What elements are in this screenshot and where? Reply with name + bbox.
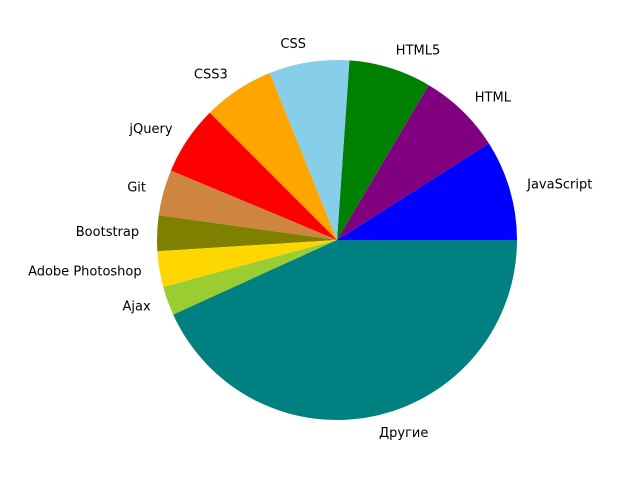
pie-label-0: JavaScript xyxy=(526,177,592,192)
pie-slice-8 xyxy=(157,240,337,287)
pie-slice-0 xyxy=(337,143,517,240)
pie-slice-5 xyxy=(170,112,337,240)
pie-slices xyxy=(157,60,517,421)
pie-label-2: HTML5 xyxy=(396,43,440,58)
pie-label-3: CSS xyxy=(280,37,306,52)
pie-label-6: Git xyxy=(127,180,146,195)
pie-slice-6 xyxy=(158,170,337,240)
pie-slice-3 xyxy=(269,60,350,240)
pie-label-8: Adobe Photoshop xyxy=(28,265,142,280)
pie-slice-9 xyxy=(163,240,337,315)
pie-label-5: jQuery xyxy=(128,122,172,137)
pie-label-4: CSS3 xyxy=(194,67,228,82)
pie-slice-7 xyxy=(157,215,337,252)
pie-label-10: Другие xyxy=(379,426,428,441)
pie-slice-10 xyxy=(173,240,517,421)
pie-label-9: Ajax xyxy=(123,300,151,315)
pie-label-7: Bootstrap xyxy=(76,225,139,240)
pie-slice-2 xyxy=(337,60,429,241)
pie-slice-1 xyxy=(337,85,489,240)
pie-slice-4 xyxy=(209,73,337,240)
pie-labels: JavaScript HTML HTML5 CSS CSS3 jQuery Git Boots… xyxy=(28,37,592,441)
pie-label-1: HTML xyxy=(475,90,512,105)
